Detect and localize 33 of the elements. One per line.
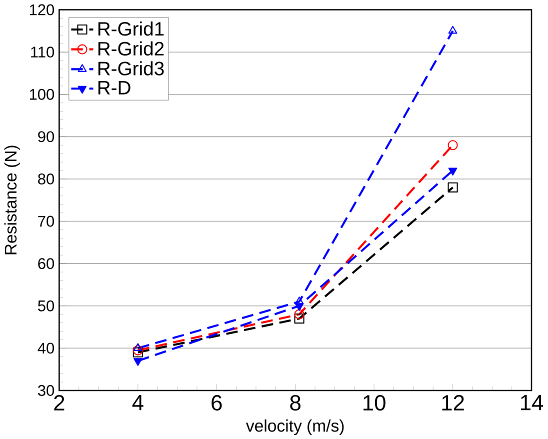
point bbox=[133, 342, 142, 351]
point bbox=[294, 313, 304, 324]
x-tick-label: 10 bbox=[364, 394, 386, 410]
y-tick-label: 80 bbox=[38, 173, 54, 184]
legend-label: R-Grid2 bbox=[98, 41, 164, 56]
x-tick-label: 12 bbox=[442, 394, 464, 410]
legend-label: R-D bbox=[98, 80, 130, 94]
y-tick-label: 70 bbox=[38, 216, 54, 227]
legend-label: R-Grid1 bbox=[98, 21, 164, 36]
point bbox=[133, 358, 142, 366]
y-tick-label: 60 bbox=[38, 258, 54, 269]
x-tick-label: 2 bbox=[54, 394, 64, 410]
y-tick-label: 40 bbox=[38, 342, 54, 354]
legend-label: R-Grid3 bbox=[98, 61, 164, 76]
y-tick-label: 50 bbox=[38, 300, 54, 312]
y-tick-label: 100 bbox=[30, 88, 54, 100]
y-axis-title: Resistance (N) bbox=[4, 146, 20, 254]
x-tick-label: 14 bbox=[520, 394, 544, 410]
point bbox=[294, 302, 304, 311]
y-tick-label: 30 bbox=[38, 384, 54, 396]
point bbox=[448, 26, 458, 34]
y-tick-label: 120 bbox=[30, 4, 54, 16]
point bbox=[448, 182, 458, 192]
point bbox=[448, 140, 458, 150]
x-axis-title: velocity (m/s) bbox=[246, 419, 344, 435]
x-tick-label: 6 bbox=[212, 394, 222, 410]
y-tick-label: 110 bbox=[31, 46, 54, 58]
point bbox=[294, 309, 304, 320]
point bbox=[448, 168, 458, 176]
x-tick-label: 8 bbox=[290, 394, 300, 410]
y-tick-label: 90 bbox=[38, 131, 54, 142]
x-tick-label: 4 bbox=[132, 394, 144, 410]
point bbox=[294, 296, 304, 304]
